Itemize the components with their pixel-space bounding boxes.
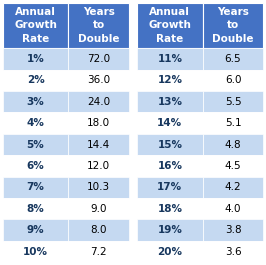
Bar [203, 48, 263, 69]
Bar [68, 177, 129, 198]
Bar [3, 155, 68, 177]
Text: 4%: 4% [27, 118, 44, 128]
Text: 16%: 16% [157, 161, 182, 171]
Text: 3.6: 3.6 [225, 247, 241, 257]
Bar [137, 91, 203, 112]
Text: 19%: 19% [157, 225, 182, 235]
Text: 17%: 17% [157, 182, 182, 192]
Text: 6.5: 6.5 [225, 54, 241, 64]
Text: 15%: 15% [157, 139, 182, 149]
Bar [137, 177, 203, 198]
Text: 18%: 18% [157, 204, 182, 214]
Bar [3, 134, 68, 155]
Text: 2%: 2% [27, 75, 44, 85]
Text: 24.0: 24.0 [87, 97, 110, 107]
Bar [3, 241, 68, 262]
Text: 5.1: 5.1 [225, 118, 241, 128]
Text: 12%: 12% [157, 75, 182, 85]
Bar [3, 48, 68, 69]
Bar [137, 219, 203, 241]
Bar [203, 219, 263, 241]
Text: 4.8: 4.8 [225, 139, 241, 149]
Bar [3, 112, 68, 134]
Bar [137, 198, 203, 219]
Text: 9.0: 9.0 [90, 204, 107, 214]
Bar [68, 155, 129, 177]
Text: Annual
Growth
Rate: Annual Growth Rate [14, 7, 57, 43]
Text: 8%: 8% [27, 204, 44, 214]
Bar [68, 91, 129, 112]
Bar [203, 155, 263, 177]
Text: 20%: 20% [157, 247, 182, 257]
Text: 4.2: 4.2 [225, 182, 241, 192]
Bar [203, 112, 263, 134]
Text: 1%: 1% [27, 54, 44, 64]
Bar [68, 69, 129, 91]
Bar [137, 48, 203, 69]
Bar [68, 112, 129, 134]
Bar [137, 155, 203, 177]
Text: 18.0: 18.0 [87, 118, 110, 128]
Text: 10.3: 10.3 [87, 182, 110, 192]
Bar [68, 241, 129, 262]
Text: 13%: 13% [157, 97, 182, 107]
Bar [3, 69, 68, 91]
Bar [137, 69, 203, 91]
Text: 14.4: 14.4 [87, 139, 110, 149]
Bar [3, 219, 68, 241]
Text: 3.8: 3.8 [225, 225, 241, 235]
Text: 7.2: 7.2 [90, 247, 107, 257]
Text: 10%: 10% [23, 247, 48, 257]
Text: Annual
Growth
Rate: Annual Growth Rate [148, 7, 191, 43]
Text: 3%: 3% [27, 97, 44, 107]
Bar [137, 112, 203, 134]
Text: 7%: 7% [27, 182, 44, 192]
Text: 6%: 6% [27, 161, 44, 171]
Bar [68, 219, 129, 241]
Text: 5%: 5% [27, 139, 44, 149]
Bar [203, 69, 263, 91]
Text: 72.0: 72.0 [87, 54, 110, 64]
Text: 5.5: 5.5 [225, 97, 241, 107]
Text: 14%: 14% [157, 118, 182, 128]
Bar [203, 198, 263, 219]
Bar [203, 3, 263, 48]
Bar [203, 91, 263, 112]
Text: Years
to
Double: Years to Double [78, 7, 119, 43]
Bar [68, 134, 129, 155]
Bar [203, 241, 263, 262]
Text: 36.0: 36.0 [87, 75, 110, 85]
Text: 4.5: 4.5 [225, 161, 241, 171]
Bar [137, 3, 203, 48]
Bar [68, 3, 129, 48]
Bar [68, 48, 129, 69]
Bar [137, 241, 203, 262]
Bar [203, 177, 263, 198]
Text: 8.0: 8.0 [90, 225, 107, 235]
Bar [3, 3, 68, 48]
Text: Years
to
Double: Years to Double [212, 7, 254, 43]
Text: 9%: 9% [27, 225, 44, 235]
Text: 12.0: 12.0 [87, 161, 110, 171]
Bar [203, 134, 263, 155]
Text: 11%: 11% [157, 54, 182, 64]
Bar [3, 91, 68, 112]
Bar [3, 198, 68, 219]
Text: 4.0: 4.0 [225, 204, 241, 214]
Bar [68, 198, 129, 219]
Bar [3, 177, 68, 198]
Text: 6.0: 6.0 [225, 75, 241, 85]
Bar [137, 134, 203, 155]
